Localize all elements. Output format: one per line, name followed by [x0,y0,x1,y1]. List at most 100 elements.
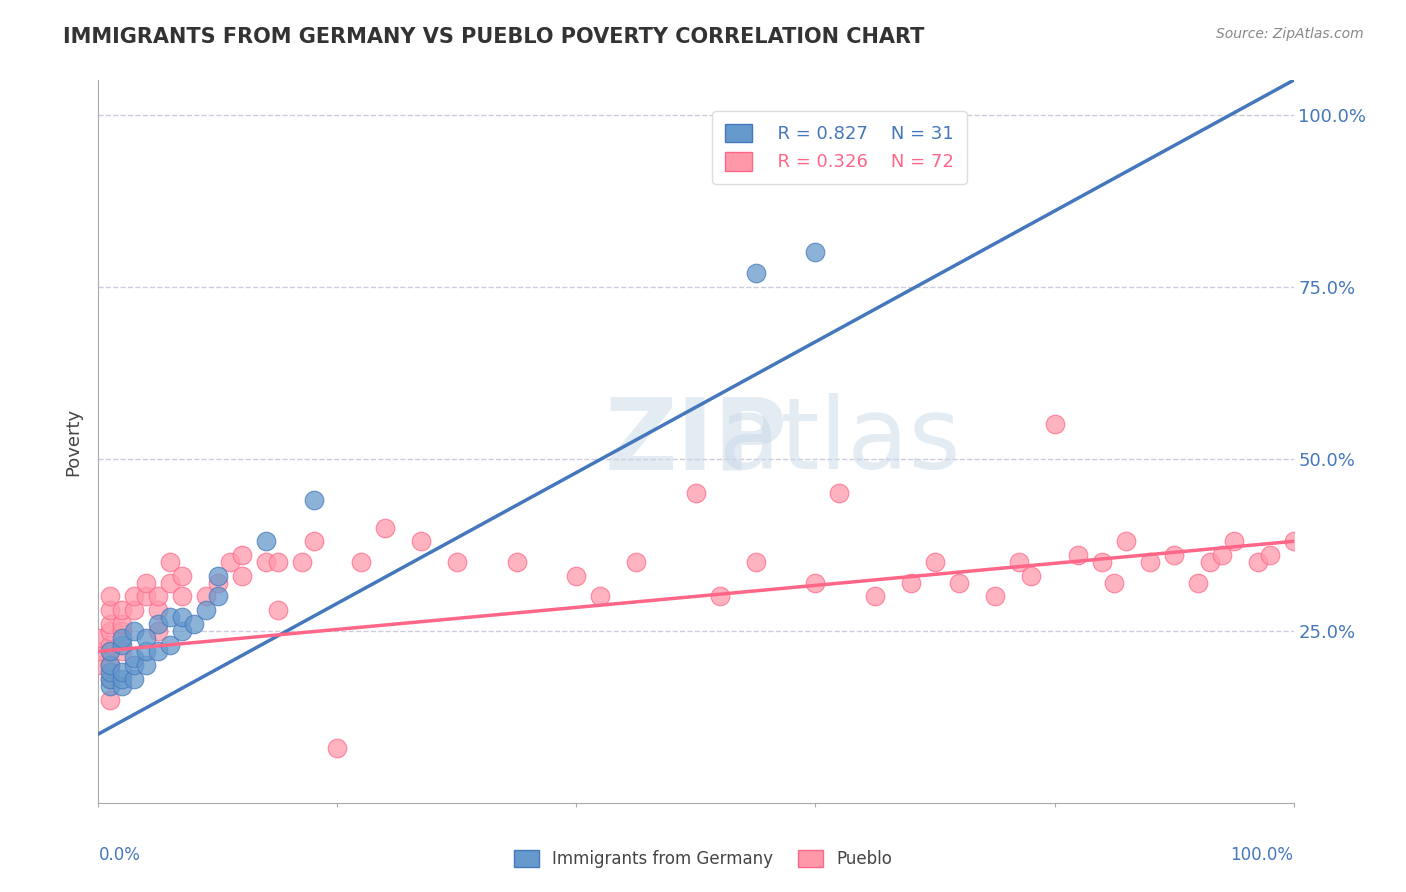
Pueblo [98,672,122,686]
Pueblo [267,555,290,569]
Immigrants from Germany [159,638,181,652]
Immigrants from Germany [111,631,134,645]
Immigrants from Germany [135,658,157,673]
Pueblo [446,555,468,569]
Pueblo [804,575,827,590]
Immigrants from Germany [172,610,194,624]
Pueblo [135,575,157,590]
Pueblo [291,555,314,569]
Pueblo [124,590,146,604]
Pueblo [1067,548,1090,562]
Pueblo [745,555,768,569]
Pueblo [1091,555,1114,569]
Text: IMMIGRANTS FROM GERMANY VS PUEBLO POVERTY CORRELATION CHART: IMMIGRANTS FROM GERMANY VS PUEBLO POVERT… [63,27,925,46]
Text: 100.0%: 100.0% [1230,847,1294,864]
Pueblo [1115,534,1137,549]
Text: 0.0%: 0.0% [98,847,141,864]
Pueblo [828,486,851,500]
Pueblo [111,616,134,631]
Pueblo [172,568,194,582]
Pueblo [111,644,134,658]
Pueblo [98,644,122,658]
Pueblo [709,590,731,604]
Immigrants from Germany [148,616,170,631]
Pueblo [231,568,253,582]
Immigrants from Germany [135,644,157,658]
Immigrants from Germany [98,672,122,686]
Pueblo [1282,534,1305,549]
Pueblo [111,624,134,638]
Pueblo [98,624,122,638]
Pueblo [159,575,181,590]
Immigrants from Germany [124,624,146,638]
Pueblo [98,692,122,706]
Immigrants from Germany [98,644,122,658]
Pueblo [1258,548,1281,562]
Pueblo [219,555,242,569]
Immigrants from Germany [254,534,277,549]
Pueblo [231,548,253,562]
Pueblo [626,555,648,569]
Immigrants from Germany [172,624,194,638]
Immigrants from Germany [804,245,827,260]
Immigrants from Germany [124,672,146,686]
Y-axis label: Poverty: Poverty [65,408,83,475]
Immigrants from Germany [302,493,325,508]
Pueblo [1187,575,1209,590]
Immigrants from Germany [111,679,134,693]
Pueblo [1043,417,1066,432]
Pueblo [111,603,134,617]
Immigrants from Germany [745,266,768,280]
Pueblo [1223,534,1246,549]
Immigrants from Germany [124,658,146,673]
Immigrants from Germany [98,679,122,693]
Pueblo [267,603,290,617]
Immigrants from Germany [124,651,146,665]
Pueblo [98,590,122,604]
Pueblo [1104,575,1126,590]
Pueblo [374,520,396,534]
Pueblo [87,631,110,645]
Immigrants from Germany [111,672,134,686]
Pueblo [685,486,707,500]
Pueblo [1211,548,1233,562]
Pueblo [159,555,181,569]
Immigrants from Germany [111,638,134,652]
Pueblo [87,644,110,658]
Pueblo [302,534,325,549]
Immigrants from Germany [159,610,181,624]
Immigrants from Germany [148,644,170,658]
Pueblo [195,590,218,604]
Pueblo [254,555,277,569]
Pueblo [948,575,970,590]
Pueblo [148,603,170,617]
Text: ZIP: ZIP [605,393,787,490]
Pueblo [98,603,122,617]
Text: atlas: atlas [718,393,960,490]
Pueblo [172,590,194,604]
Immigrants from Germany [207,590,229,604]
Pueblo [865,590,887,604]
Pueblo [326,740,349,755]
Pueblo [589,590,612,604]
Pueblo [1247,555,1270,569]
Immigrants from Germany [195,603,218,617]
Pueblo [87,658,110,673]
Immigrants from Germany [207,568,229,582]
Pueblo [135,590,157,604]
Legend: Immigrants from Germany, Pueblo: Immigrants from Germany, Pueblo [508,843,898,875]
Pueblo [148,590,170,604]
Immigrants from Germany [183,616,205,631]
Immigrants from Germany [135,631,157,645]
Pueblo [984,590,1007,604]
Pueblo [900,575,922,590]
Pueblo [1139,555,1161,569]
Immigrants from Germany [98,665,122,679]
Pueblo [148,624,170,638]
Pueblo [506,555,529,569]
Immigrants from Germany [98,658,122,673]
Pueblo [411,534,433,549]
Pueblo [350,555,373,569]
Legend:   R = 0.827    N = 31,   R = 0.326    N = 72: R = 0.827 N = 31, R = 0.326 N = 72 [711,111,967,184]
Pueblo [1019,568,1042,582]
